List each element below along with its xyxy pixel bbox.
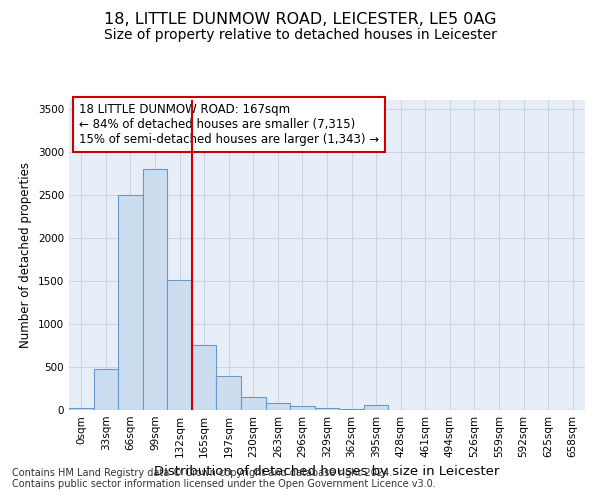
Text: 18 LITTLE DUNMOW ROAD: 167sqm
← 84% of detached houses are smaller (7,315)
15% o: 18 LITTLE DUNMOW ROAD: 167sqm ← 84% of d… xyxy=(79,103,379,146)
Bar xyxy=(167,280,192,410)
Text: Size of property relative to detached houses in Leicester: Size of property relative to detached ho… xyxy=(104,28,496,42)
Text: Contains HM Land Registry data © Crown copyright and database right 2024.: Contains HM Land Registry data © Crown c… xyxy=(12,468,392,477)
Bar xyxy=(290,406,315,410)
Bar xyxy=(315,408,339,410)
Bar xyxy=(192,346,217,410)
Text: 18, LITTLE DUNMOW ROAD, LEICESTER, LE5 0AG: 18, LITTLE DUNMOW ROAD, LEICESTER, LE5 0… xyxy=(104,12,496,28)
Y-axis label: Number of detached properties: Number of detached properties xyxy=(19,162,32,348)
Bar xyxy=(241,396,266,410)
Bar xyxy=(118,194,143,410)
X-axis label: Distribution of detached houses by size in Leicester: Distribution of detached houses by size … xyxy=(154,466,500,478)
Bar xyxy=(94,369,118,410)
Bar xyxy=(339,409,364,410)
Bar xyxy=(69,408,94,410)
Bar xyxy=(143,169,167,410)
Bar xyxy=(217,376,241,410)
Text: Contains public sector information licensed under the Open Government Licence v3: Contains public sector information licen… xyxy=(12,479,436,489)
Bar xyxy=(364,406,388,410)
Bar xyxy=(266,402,290,410)
